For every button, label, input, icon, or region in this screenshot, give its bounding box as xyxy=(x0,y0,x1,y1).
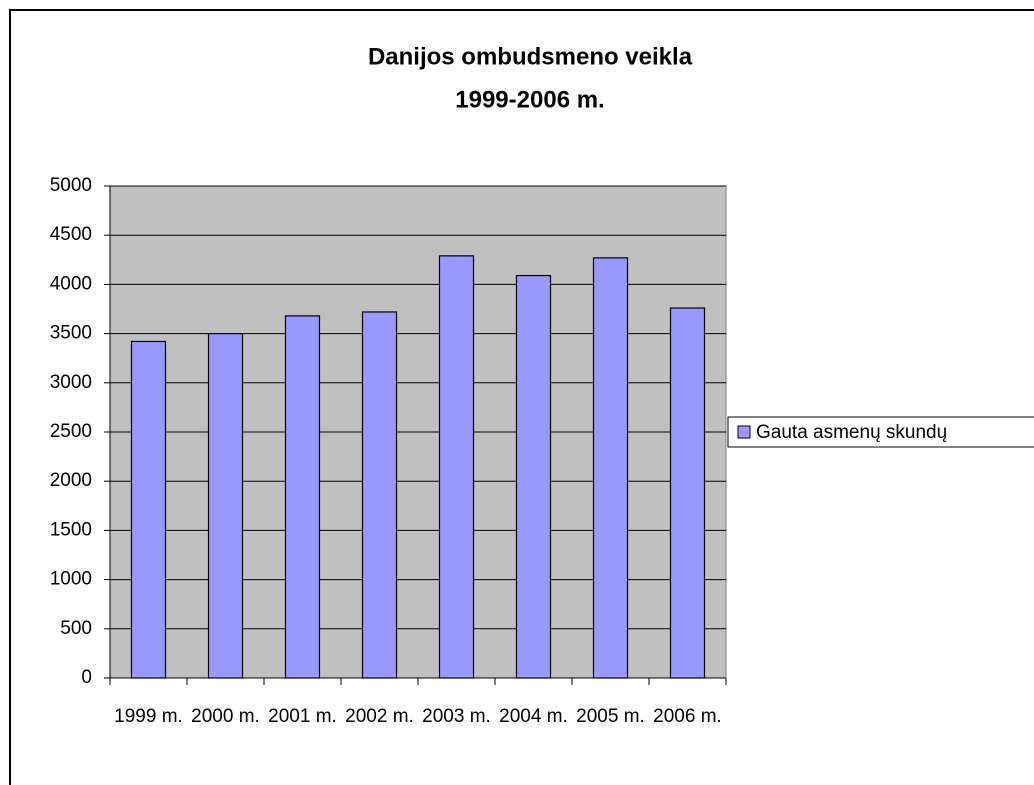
bar xyxy=(669,307,706,679)
x-tick-label: 2005 m. xyxy=(576,706,645,727)
x-tick-label: 2006 m. xyxy=(653,706,722,727)
y-tick-label: 4000 xyxy=(50,273,92,294)
bar xyxy=(515,274,552,679)
y-tick-label: 2500 xyxy=(50,421,92,442)
legend-swatch xyxy=(737,425,751,439)
legend-frame xyxy=(727,416,1034,448)
legend-label: Gauta asmenų skundų xyxy=(756,422,947,443)
y-tick-label: 1500 xyxy=(50,519,92,540)
y-tick-label: 2000 xyxy=(50,470,92,491)
bar xyxy=(284,315,321,679)
x-tick-label: 2004 m. xyxy=(499,706,568,727)
x-tick-label: 2001 m. xyxy=(268,706,337,727)
y-tick-label: 1000 xyxy=(50,569,92,590)
chart-title: 1999-2006 m. xyxy=(455,86,604,113)
x-tick-label: 2002 m. xyxy=(345,706,414,727)
y-tick-label: 0 xyxy=(81,667,92,688)
y-tick-label: 3000 xyxy=(50,372,92,393)
x-tick-label: 2003 m. xyxy=(422,706,491,727)
bar xyxy=(130,340,167,679)
chart-title: Danijos ombudsmeno veikla xyxy=(368,43,693,70)
y-tick-label: 500 xyxy=(60,618,92,639)
bar xyxy=(361,311,398,679)
bar xyxy=(592,257,629,679)
x-tick-label: 1999 m. xyxy=(114,706,183,727)
y-tick-label: 5000 xyxy=(50,175,92,196)
bar xyxy=(207,333,244,679)
y-tick-label: 3500 xyxy=(50,323,92,344)
bar xyxy=(438,255,475,679)
y-tick-label: 4500 xyxy=(50,224,92,245)
x-tick-label: 2000 m. xyxy=(191,706,260,727)
